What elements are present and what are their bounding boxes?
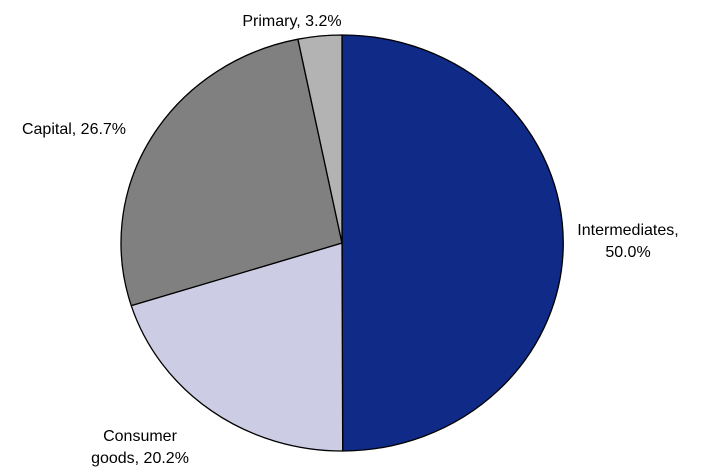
pie-slice-consumer-goods [130,242,344,452]
pie-slice-capital [120,38,343,307]
pie-slice-primary [297,34,343,244]
slice-label-line: Intermediates, [577,222,678,239]
slice-label-line: Capital, 26.7% [22,121,126,138]
slice-label-line: goods, 20.2% [91,450,189,467]
slice-label-capital: Capital, 26.7% [22,121,126,138]
pie-slice-intermediates [341,34,564,452]
slice-label-line: 50.0% [605,244,650,261]
slice-label-line: Consumer [103,428,177,445]
slice-label-consumer-goods: Consumer goods, 20.2% [91,428,189,467]
slice-label-intermediates: Intermediates, 50.0% [577,222,678,261]
pie-slices [120,34,564,452]
pie-labels: Intermediates, 50.0%Consumer goods, 20.2%C… [22,13,679,467]
slice-label-line: Primary, 3.2% [242,13,341,30]
slice-label-primary: Primary, 3.2% [242,13,341,30]
